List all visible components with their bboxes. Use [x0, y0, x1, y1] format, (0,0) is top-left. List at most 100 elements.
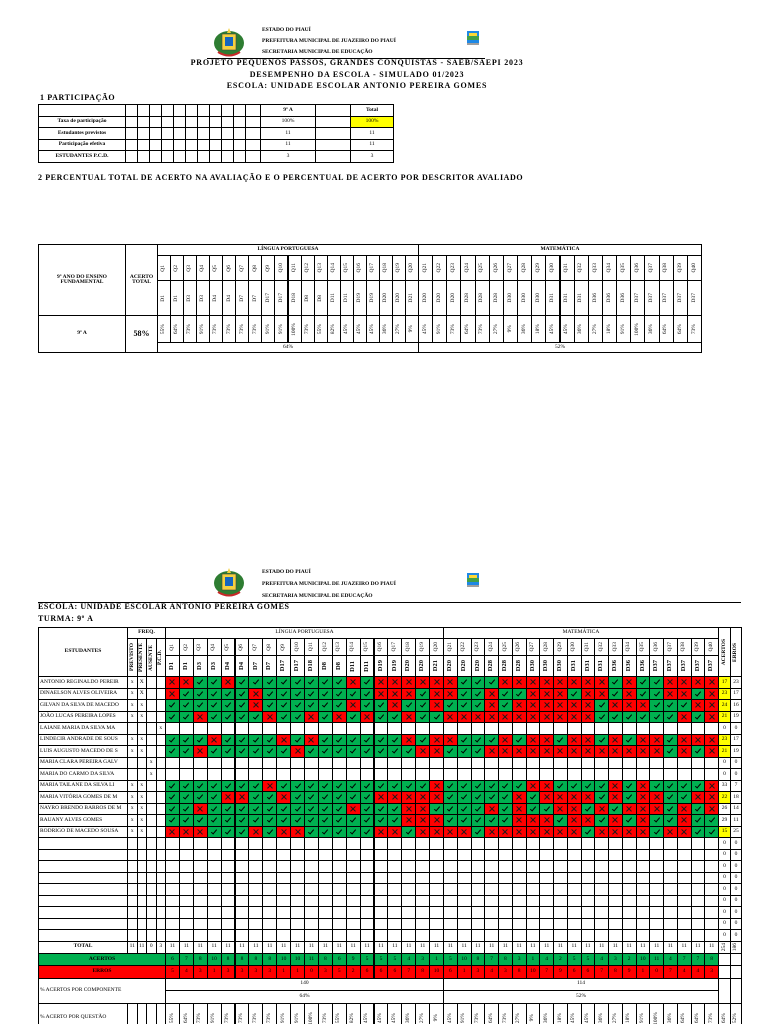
table-cell: 73% — [686, 315, 702, 343]
table-cell: 45% — [387, 1002, 403, 1024]
descriptor-label: D18 — [307, 660, 315, 672]
acertos-per-question: 3 — [421, 955, 424, 962]
table-cell: Q1 — [157, 255, 172, 281]
question-label: Q32 — [597, 642, 604, 652]
table-cell: D8 — [300, 280, 315, 316]
frequency-mark: x — [130, 690, 134, 696]
question-percent: 36% — [382, 323, 389, 335]
question-percent: 91% — [619, 323, 626, 335]
descriptor-label: D37 — [662, 293, 669, 303]
class-name: TURMA: 9º A — [38, 614, 94, 623]
table-cell: Q32 — [594, 638, 609, 656]
frequency-mark: x — [140, 793, 144, 800]
table-cell: 3 — [350, 150, 394, 163]
question-percent: 18% — [556, 1012, 563, 1024]
question-label: Q32 — [577, 263, 584, 273]
descriptor-label: D28 — [514, 660, 522, 672]
acertos-per-question: 8 — [476, 955, 480, 962]
question-percent: 18% — [625, 1012, 632, 1024]
question-percent: 45% — [391, 1012, 398, 1024]
table-cell: 5 — [165, 965, 180, 979]
table-cell: 11 — [304, 952, 319, 966]
descriptor-label: D37 — [652, 660, 660, 672]
table-cell: 18% — [553, 1002, 568, 1024]
table-cell: 5 — [443, 952, 458, 966]
acertos-per-question: 6 — [337, 955, 341, 962]
question-percent: 55% — [316, 323, 323, 335]
table-cell: D11 — [326, 280, 341, 316]
table-cell: D20 — [470, 655, 486, 677]
erros-per-question: 0 — [310, 968, 313, 974]
descriptor-label: D20 — [459, 660, 467, 672]
cell-value: 100% — [365, 118, 379, 124]
table-cell: 8 — [248, 952, 264, 966]
table-cell: D28 — [488, 280, 504, 316]
table-cell: % ACERTO POR QUESTÃO — [38, 1002, 128, 1024]
acertos-count: 0 — [723, 874, 726, 880]
component-percent: 64% — [299, 992, 310, 999]
header-line: PREFEITURA MUNICIPAL DE JUAZEIRO DO PIAU… — [262, 581, 396, 587]
table-cell: Q8 — [262, 638, 278, 656]
column-header: PREVISTO — [128, 643, 135, 672]
descriptor-label: D31 — [597, 660, 605, 672]
table-cell: 36% — [644, 315, 660, 343]
student-name: RAUANY ALVES GOMES — [40, 816, 103, 823]
question-percent: 91% — [460, 1012, 467, 1024]
table-cell: D17 — [261, 280, 276, 316]
table-cell: Q39 — [672, 255, 688, 281]
question-label: Q36 — [634, 263, 641, 273]
table-cell: 73% — [234, 1002, 250, 1024]
question-label: Q14 — [349, 642, 356, 652]
table-cell: 36% — [539, 1002, 554, 1024]
acertos-per-question: 3 — [614, 955, 617, 962]
question-percent: 73% — [238, 323, 245, 335]
table-cell: 3 — [248, 965, 264, 979]
acertos-count: 0 — [723, 724, 726, 731]
table-cell: Q28 — [539, 638, 554, 656]
component-percent: 64% — [720, 1012, 727, 1024]
descriptor-label: D8 — [316, 294, 323, 302]
question-label: Q17 — [391, 642, 398, 652]
total-value: 11 — [129, 943, 135, 950]
table-cell: 64% — [658, 315, 674, 343]
question-percent: 100% — [307, 1011, 314, 1024]
frequency-mark: x — [140, 736, 144, 742]
question-percent: 36% — [542, 1012, 549, 1024]
column-header: 9º A — [283, 106, 293, 113]
student-name: MARIA DO CARMO DA SILVA — [40, 770, 115, 777]
acertos-count: 15 — [721, 828, 728, 834]
descriptor-label: D36 — [591, 293, 598, 303]
table-cell: ESTUDANTES P.C.D. — [38, 150, 126, 163]
table-cell: 6 — [580, 965, 596, 979]
row-header: 9º ANO DO ENSINO FUNDAMENTAL — [57, 273, 107, 285]
descriptor-label: D36 — [605, 293, 612, 303]
table-cell: 1 — [429, 952, 444, 966]
table-cell: D8 — [331, 655, 347, 677]
table-cell: D20 — [432, 280, 448, 316]
descriptor-label: D37 — [634, 293, 641, 303]
question-percent: 82% — [349, 1012, 356, 1024]
descriptor-label: D1 — [160, 294, 167, 302]
question-label: Q24 — [464, 263, 471, 273]
descriptor-label: D37 — [648, 293, 655, 303]
acertos-per-question: 10 — [461, 955, 467, 962]
question-percent: 64% — [464, 323, 471, 335]
descriptor-label: D8 — [303, 294, 310, 302]
row-label: ESTUDANTES P.C.D. — [55, 152, 109, 159]
table-cell: D28 — [498, 655, 513, 677]
class-label: 9º A — [77, 330, 87, 337]
header-line: SECRETARIA MUNICIPAL DE EDUCAÇÃO — [262, 49, 373, 55]
table-cell: 10 — [206, 952, 222, 966]
total-value: 11 — [294, 943, 301, 950]
question-label: Q34 — [605, 263, 612, 273]
acertos-count: 0 — [723, 839, 726, 846]
total-value: 11 — [530, 943, 536, 950]
table-cell: Q30 — [545, 255, 561, 281]
question-label: Q15 — [342, 263, 349, 273]
student-name: MARIA VITÓRIA GOMES DE M — [40, 793, 118, 800]
table-cell: 91% — [456, 1002, 472, 1024]
total-value: 11 — [253, 943, 259, 950]
table-cell: Q5 — [209, 255, 224, 281]
table-cell: 3 — [704, 965, 719, 979]
question-percent: 27% — [418, 1012, 425, 1024]
